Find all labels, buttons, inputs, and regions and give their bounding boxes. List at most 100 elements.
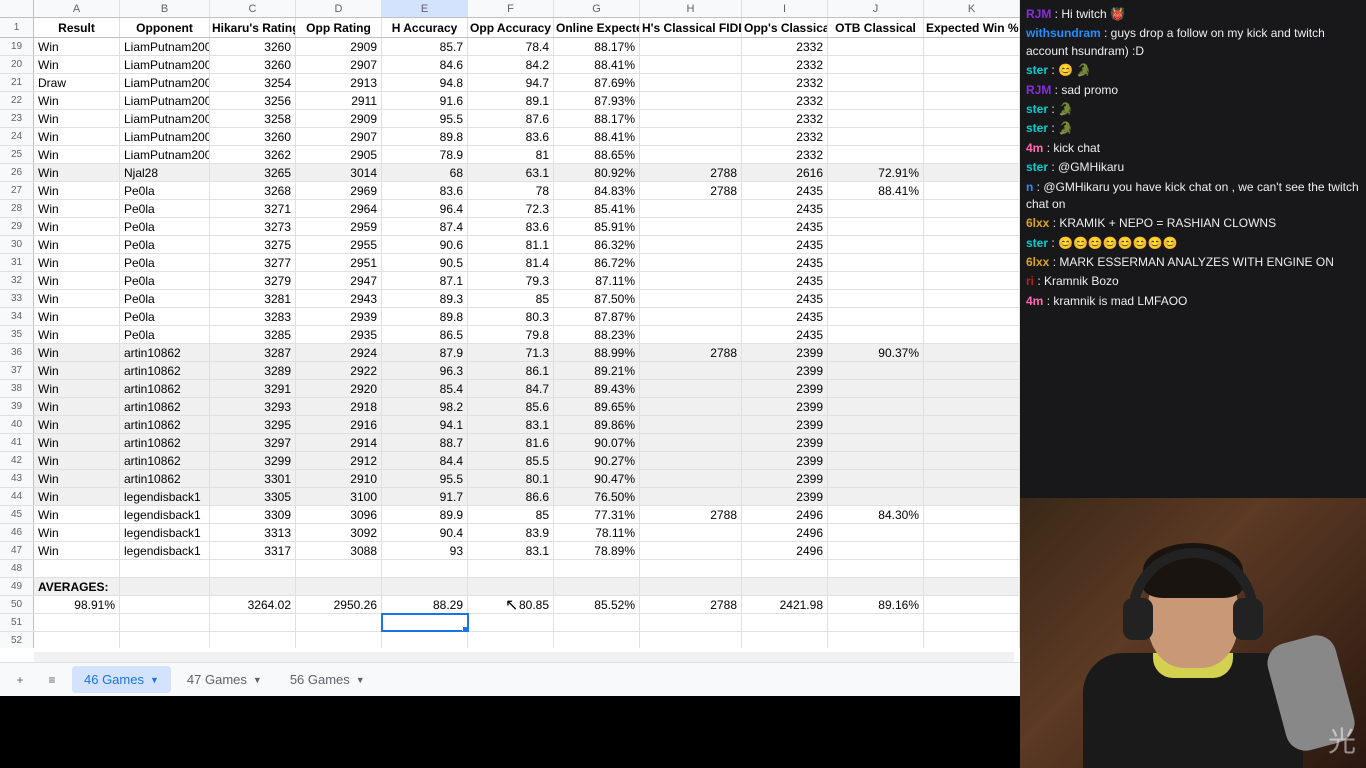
cell[interactable]: LiamPutnam2008 — [120, 92, 210, 109]
cell[interactable]: 83.6 — [382, 182, 468, 199]
column-header-A[interactable]: A — [34, 0, 120, 17]
cell[interactable]: 85.52% — [554, 596, 640, 613]
cell[interactable] — [640, 452, 742, 469]
cell[interactable]: artin10862 — [120, 470, 210, 487]
cell[interactable]: 2399 — [742, 416, 828, 433]
cell[interactable] — [296, 614, 382, 631]
cell[interactable]: artin10862 — [120, 380, 210, 397]
column-header-F[interactable]: F — [468, 0, 554, 17]
cell[interactable] — [210, 560, 296, 577]
cell[interactable]: Win — [34, 272, 120, 289]
cell[interactable]: Pe0la — [120, 272, 210, 289]
cell[interactable] — [34, 614, 120, 631]
cell[interactable]: 2435 — [742, 254, 828, 271]
cell[interactable] — [640, 308, 742, 325]
cell[interactable] — [640, 272, 742, 289]
cell[interactable]: Win — [34, 506, 120, 523]
sheet-tab[interactable]: 56 Games ▼ — [278, 666, 377, 693]
cell[interactable]: 2911 — [296, 92, 382, 109]
cell[interactable]: 95.5 — [382, 470, 468, 487]
cell[interactable] — [924, 632, 1020, 648]
cell[interactable]: LiamPutnam2008 — [120, 56, 210, 73]
cell[interactable]: 3289 — [210, 362, 296, 379]
cell[interactable]: 84.7 — [468, 380, 554, 397]
cell[interactable]: 90.6 — [382, 236, 468, 253]
cell[interactable]: 3258 — [210, 110, 296, 127]
cell[interactable]: 2435 — [742, 236, 828, 253]
header-cell[interactable]: Expected Win % — [924, 18, 1020, 37]
cell[interactable]: 2496 — [742, 542, 828, 559]
cell[interactable]: 76.50% — [554, 488, 640, 505]
cell[interactable]: Pe0la — [120, 290, 210, 307]
cell[interactable]: 3260 — [210, 38, 296, 55]
row-number[interactable]: 38 — [0, 380, 34, 397]
cell[interactable]: LiamPutnam2008 — [120, 146, 210, 163]
cell[interactable]: 2399 — [742, 434, 828, 451]
cell[interactable] — [924, 290, 1020, 307]
cell[interactable] — [640, 524, 742, 541]
cell[interactable]: 81.6 — [468, 434, 554, 451]
row-number[interactable]: 44 — [0, 488, 34, 505]
cell[interactable] — [828, 398, 924, 415]
cell[interactable] — [924, 164, 1020, 181]
cell[interactable]: 84.30% — [828, 506, 924, 523]
header-cell[interactable]: Opp Rating — [296, 18, 382, 37]
header-cell[interactable]: H Accuracy — [382, 18, 468, 37]
column-header-J[interactable]: J — [828, 0, 924, 17]
cell[interactable]: Win — [34, 200, 120, 217]
cell[interactable]: Njal28 — [120, 164, 210, 181]
cell[interactable] — [296, 632, 382, 648]
cell[interactable]: 86.5 — [382, 326, 468, 343]
header-cell[interactable]: Online Expecte — [554, 18, 640, 37]
cell[interactable]: 87.93% — [554, 92, 640, 109]
cell[interactable]: Win — [34, 236, 120, 253]
cell[interactable]: 83.1 — [468, 542, 554, 559]
cell[interactable]: 86.6 — [468, 488, 554, 505]
cell[interactable] — [382, 578, 468, 595]
cell[interactable]: 72.91% — [828, 164, 924, 181]
cell[interactable]: 2943 — [296, 290, 382, 307]
cell[interactable]: 85.6 — [468, 398, 554, 415]
cell[interactable] — [924, 542, 1020, 559]
row-number[interactable]: 20 — [0, 56, 34, 73]
cell[interactable]: Win — [34, 92, 120, 109]
cell[interactable]: 3281 — [210, 290, 296, 307]
cell[interactable] — [640, 290, 742, 307]
cell[interactable]: 2955 — [296, 236, 382, 253]
row-number[interactable]: 22 — [0, 92, 34, 109]
cell[interactable]: Pe0la — [120, 236, 210, 253]
cell[interactable] — [924, 344, 1020, 361]
cell[interactable]: 2909 — [296, 110, 382, 127]
cell[interactable]: 80.3 — [468, 308, 554, 325]
cell[interactable]: 2399 — [742, 470, 828, 487]
cell[interactable]: 2969 — [296, 182, 382, 199]
cell[interactable] — [120, 578, 210, 595]
cell[interactable] — [924, 74, 1020, 91]
cell[interactable] — [640, 380, 742, 397]
cell[interactable] — [828, 362, 924, 379]
cell[interactable] — [828, 218, 924, 235]
cell[interactable] — [924, 416, 1020, 433]
select-all-corner[interactable] — [0, 0, 34, 17]
cell[interactable] — [382, 560, 468, 577]
cell[interactable] — [382, 632, 468, 648]
cell[interactable]: 3287 — [210, 344, 296, 361]
cell[interactable] — [828, 56, 924, 73]
cell[interactable]: LiamPutnam2008 — [120, 128, 210, 145]
header-cell[interactable]: Opponent — [120, 18, 210, 37]
cell[interactable] — [640, 92, 742, 109]
cell[interactable]: Win — [34, 110, 120, 127]
cell[interactable]: 2920 — [296, 380, 382, 397]
cell[interactable]: Win — [34, 38, 120, 55]
cell[interactable] — [120, 632, 210, 648]
cell[interactable]: 3285 — [210, 326, 296, 343]
cell[interactable] — [640, 254, 742, 271]
cell[interactable]: 93 — [382, 542, 468, 559]
cell[interactable]: 80.85 — [468, 596, 554, 613]
cell[interactable] — [640, 560, 742, 577]
cell[interactable] — [640, 578, 742, 595]
cell[interactable]: Win — [34, 308, 120, 325]
cell[interactable]: 89.8 — [382, 308, 468, 325]
cell[interactable] — [640, 110, 742, 127]
cell[interactable]: 2922 — [296, 362, 382, 379]
